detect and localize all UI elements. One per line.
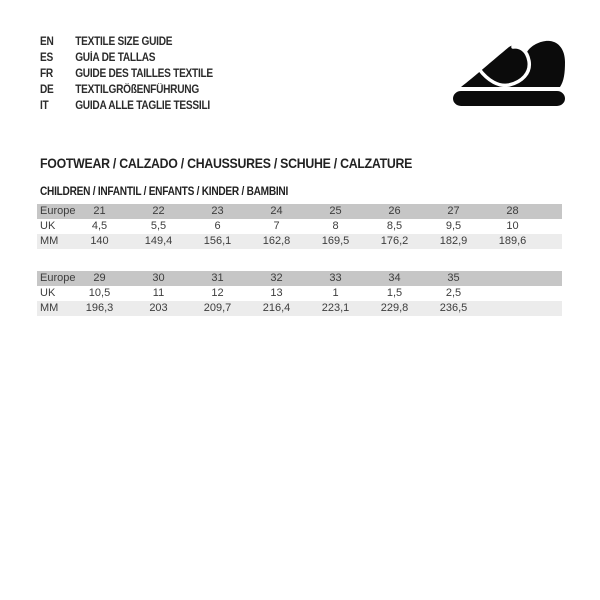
table-row-europe: Europe 21 22 23 24 25 26 27 28 bbox=[37, 204, 562, 219]
size-value: 182,9 bbox=[439, 235, 468, 247]
language-label: GUIDA ALLE TAGLIE TESSILI bbox=[75, 100, 210, 112]
size-value: 26 bbox=[388, 205, 401, 217]
size-value: 223,1 bbox=[321, 302, 350, 314]
row-label: Europe bbox=[40, 205, 76, 217]
language-label: TEXTILE SIZE GUIDE bbox=[75, 36, 173, 48]
size-value: 25 bbox=[329, 205, 342, 217]
size-value: 189,6 bbox=[498, 235, 527, 247]
language-row: FR GUIDE DES TAILLES TEXTILE bbox=[40, 66, 213, 82]
size-value: 32 bbox=[270, 272, 283, 284]
size-value: 27 bbox=[447, 205, 460, 217]
size-value bbox=[483, 301, 542, 316]
size-value: 22 bbox=[152, 205, 165, 217]
size-value: 9,5 bbox=[445, 220, 462, 232]
size-value: 24 bbox=[270, 205, 283, 217]
language-label: GUÍA DE TALLAS bbox=[75, 52, 156, 64]
row-label: MM bbox=[40, 235, 59, 247]
size-value: 10,5 bbox=[88, 287, 111, 299]
size-value: 21 bbox=[93, 205, 106, 217]
size-value: 8,5 bbox=[386, 220, 403, 232]
size-value: 4,5 bbox=[91, 220, 108, 232]
table-row-uk: UK 4,5 5,5 6 7 8 8,5 9,5 10 bbox=[37, 219, 562, 234]
size-value: 176,2 bbox=[380, 235, 409, 247]
size-value: 34 bbox=[388, 272, 401, 284]
row-label: UK bbox=[40, 287, 56, 299]
size-value: 140 bbox=[90, 235, 109, 247]
size-value: 13 bbox=[270, 287, 283, 299]
language-label: GUIDE DES TAILLES TEXTILE bbox=[75, 68, 213, 80]
language-row: ES GUÍA DE TALLAS bbox=[40, 50, 213, 66]
size-value: 12 bbox=[211, 287, 224, 299]
size-value: 1,5 bbox=[386, 287, 403, 299]
size-value: 149,4 bbox=[144, 235, 173, 247]
children-shoe-icon bbox=[452, 37, 566, 107]
size-value: 7 bbox=[273, 220, 280, 232]
size-value: 216,4 bbox=[262, 302, 291, 314]
size-value: 8 bbox=[332, 220, 339, 232]
language-code: IT bbox=[40, 100, 49, 112]
language-code: EN bbox=[40, 36, 54, 48]
size-value bbox=[483, 286, 542, 301]
size-value: 23 bbox=[211, 205, 224, 217]
subsection-title-children: CHILDREN / INFANTIL / ENFANTS / KINDER /… bbox=[40, 186, 289, 198]
language-code: DE bbox=[40, 84, 54, 96]
language-list: EN TEXTILE SIZE GUIDE ES GUÍA DE TALLAS … bbox=[40, 34, 237, 114]
table-row-europe: Europe 29 30 31 32 33 34 35 bbox=[37, 271, 562, 286]
language-row: IT GUIDA ALLE TAGLIE TESSILI bbox=[40, 98, 213, 114]
size-value: 6 bbox=[214, 220, 221, 232]
size-value: 162,8 bbox=[262, 235, 291, 247]
size-value: 10 bbox=[506, 220, 519, 232]
row-label: Europe bbox=[40, 272, 76, 284]
size-value: 5,5 bbox=[150, 220, 167, 232]
size-value: 2,5 bbox=[445, 287, 462, 299]
size-value: 203 bbox=[149, 302, 168, 314]
table-row-uk: UK 10,5 11 12 13 1 1,5 2,5 bbox=[37, 286, 562, 301]
size-value: 209,7 bbox=[203, 302, 232, 314]
size-value: 11 bbox=[152, 287, 165, 299]
row-label: UK bbox=[40, 220, 56, 232]
size-value: 31 bbox=[211, 272, 224, 284]
table-row-mm: MM 196,3 203 209,7 216,4 223,1 229,8 236… bbox=[37, 301, 562, 316]
size-value: 29 bbox=[93, 272, 106, 284]
size-value: 229,8 bbox=[380, 302, 409, 314]
children-size-table-2: Europe 29 30 31 32 33 34 35 UK 10,5 11 1… bbox=[37, 271, 562, 316]
language-code: FR bbox=[40, 68, 53, 80]
language-code: ES bbox=[40, 52, 53, 64]
size-value bbox=[483, 271, 542, 286]
section-title-footwear: FOOTWEAR / CALZADO / CHAUSSURES / SCHUHE… bbox=[40, 155, 413, 171]
size-value: 33 bbox=[329, 272, 342, 284]
row-label: MM bbox=[40, 302, 59, 314]
size-value: 169,5 bbox=[321, 235, 350, 247]
size-value: 28 bbox=[506, 205, 519, 217]
table-row-mm: MM 140 149,4 156,1 162,8 169,5 176,2 182… bbox=[37, 234, 562, 249]
size-value: 196,3 bbox=[85, 302, 114, 314]
language-row: DE TEXTILGRÖßENFÜHRUNG bbox=[40, 82, 213, 98]
size-value: 236,5 bbox=[439, 302, 468, 314]
size-value: 30 bbox=[152, 272, 165, 284]
children-size-table-1: Europe 21 22 23 24 25 26 27 28 UK 4,5 5,… bbox=[37, 204, 562, 249]
size-value: 156,1 bbox=[203, 235, 232, 247]
language-label: TEXTILGRÖßENFÜHRUNG bbox=[75, 84, 199, 96]
language-row: EN TEXTILE SIZE GUIDE bbox=[40, 34, 213, 50]
size-value: 1 bbox=[332, 287, 339, 299]
size-value: 35 bbox=[447, 272, 460, 284]
